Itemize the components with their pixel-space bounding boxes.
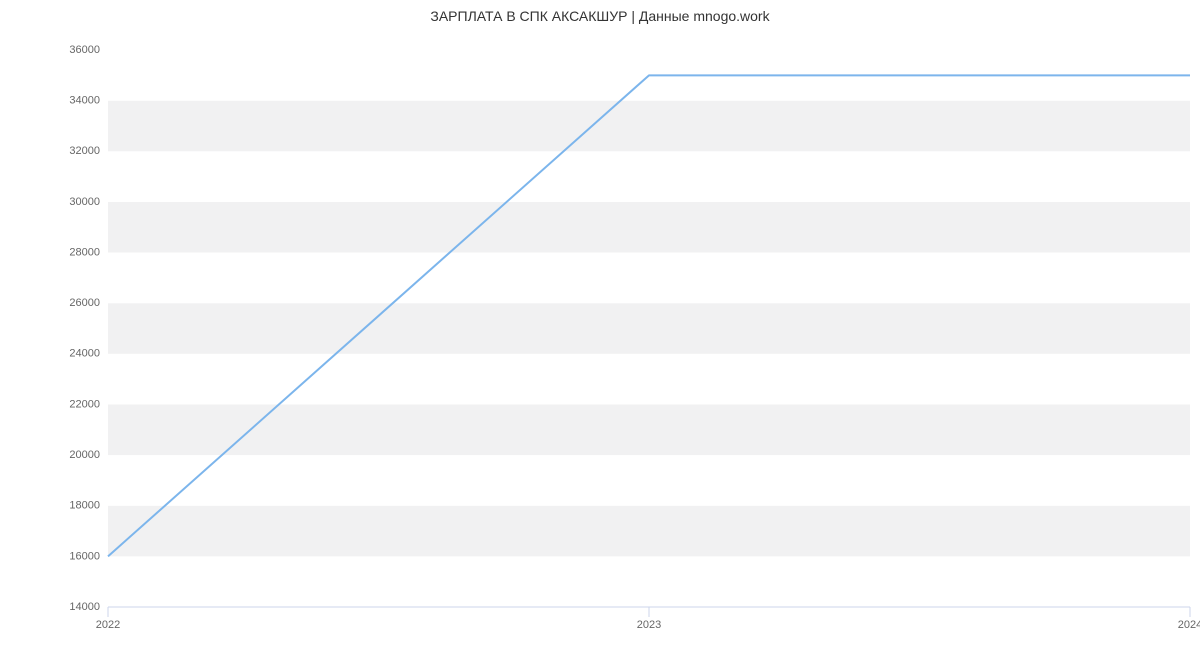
x-tick-label: 2022 bbox=[96, 619, 120, 631]
plot-band bbox=[108, 151, 1190, 202]
y-tick-label: 34000 bbox=[69, 95, 100, 107]
plot-band bbox=[108, 455, 1190, 506]
plot-band bbox=[108, 101, 1190, 152]
x-tick-label: 2024 bbox=[1178, 619, 1200, 631]
y-tick-label: 18000 bbox=[69, 500, 100, 512]
y-tick-label: 20000 bbox=[69, 449, 100, 461]
plot-band bbox=[108, 303, 1190, 354]
y-tick-label: 14000 bbox=[69, 601, 100, 613]
y-tick-label: 24000 bbox=[69, 348, 100, 360]
chart-svg: 14000 16000 18000 20000 22000 24000 26000 28000… bbox=[0, 0, 1200, 650]
chart-title: ЗАРПЛАТА В СПК АКСАКШУР | Данные mnogo.w… bbox=[0, 8, 1200, 24]
plot-band bbox=[108, 202, 1190, 253]
y-tick-label: 28000 bbox=[69, 246, 100, 258]
y-tick-label: 22000 bbox=[69, 398, 100, 410]
x-tick-label: 2023 bbox=[637, 619, 661, 631]
chart-container: ЗАРПЛАТА В СПК АКСАКШУР | Данные mnogo.w… bbox=[0, 0, 1200, 650]
plot-band bbox=[108, 506, 1190, 557]
y-tick-label: 26000 bbox=[69, 297, 100, 309]
y-tick-label: 36000 bbox=[69, 44, 100, 56]
y-tick-label: 30000 bbox=[69, 196, 100, 208]
y-tick-label: 32000 bbox=[69, 145, 100, 157]
plot-band bbox=[108, 556, 1190, 607]
y-tick-label: 16000 bbox=[69, 550, 100, 562]
plot-band bbox=[108, 253, 1190, 304]
plot-band bbox=[108, 354, 1190, 405]
